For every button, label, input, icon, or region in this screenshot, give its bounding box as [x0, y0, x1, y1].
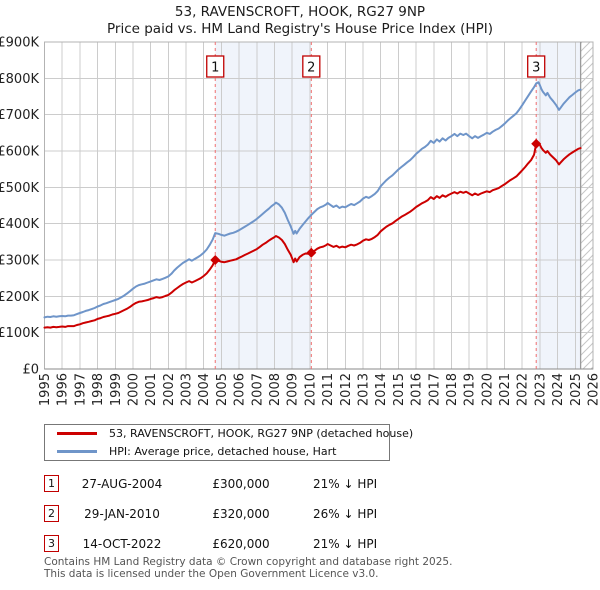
footer-line-1: Contains HM Land Registry data © Crown c… [44, 556, 453, 568]
x-tick-label: 2011 [321, 373, 336, 406]
legend-label: HPI: Average price, detached house, Hart [109, 445, 337, 458]
x-tick-label: 2015 [392, 373, 407, 406]
page-title: 53, RAVENSCROFT, HOOK, RG27 9NP [174, 4, 426, 20]
x-tick-label: 2017 [427, 373, 442, 406]
x-tick-label: 2014 [374, 373, 389, 406]
sale-number-badge: 1 [44, 475, 59, 492]
y-tick-label: £900K [0, 36, 39, 51]
ownership-shaded-band [536, 42, 581, 369]
chart-legend: 53, RAVENSCROFT, HOOK, RG27 9NP (detache… [44, 424, 413, 461]
x-tick-label: 2001 [144, 373, 159, 406]
y-tick-label: £0 [22, 363, 39, 378]
x-tick-label: 2024 [551, 373, 566, 406]
sale-hpi-diff: 26% ↓ HPI [313, 507, 378, 521]
x-tick-label: 2002 [162, 373, 177, 406]
x-tick-label: 2016 [410, 373, 425, 406]
sale-row: 3 14-OCT-2022 £620,000 21% ↓ HPI [44, 532, 404, 562]
sale-flag-label-1: 1 [211, 61, 219, 76]
ownership-shaded-band [215, 42, 312, 369]
sale-flag-label-3: 3 [532, 61, 540, 76]
x-tick-label: 2007 [250, 373, 265, 406]
sale-flag-1 [206, 55, 225, 78]
sale-flag-3 [527, 55, 546, 78]
footer-line-2: This data is licensed under the Open Gov… [44, 567, 379, 580]
sale-row: 2 29-JAN-2010 £320,000 26% ↓ HPI [44, 502, 404, 532]
legend-label: 53, RAVENSCROFT, HOOK, RG27 9NP (detache… [109, 427, 414, 440]
x-tick-label: 1995 [38, 373, 53, 406]
x-tick-label: 2022 [516, 373, 531, 406]
x-tick-label: 1996 [56, 373, 71, 406]
legend-line-swatch [57, 432, 97, 435]
x-tick-label: 2012 [339, 373, 354, 406]
sale-marker-2 [306, 247, 317, 258]
sale-marker-3 [531, 138, 542, 149]
y-tick-label: £800K [0, 72, 39, 87]
y-tick-label: £600K [0, 145, 39, 160]
future-hatch-region [580, 42, 593, 369]
legend-item: HPI: Average price, detached house, Hart [45, 444, 389, 459]
page-subtitle: Price paid vs. HM Land Registry's House … [107, 21, 493, 37]
x-tick-label: 2003 [180, 373, 195, 406]
x-tick-label: 2025 [569, 373, 584, 406]
y-tick-label: £400K [0, 217, 39, 232]
hpi-line [43, 81, 582, 319]
x-tick-label: 1998 [91, 373, 106, 406]
x-tick-label: 2008 [268, 373, 283, 406]
sale-price: £620,000 [212, 537, 270, 551]
x-tick-label: 2010 [303, 373, 318, 406]
price-paid-line [43, 141, 582, 329]
sale-flag-label-2: 2 [307, 61, 315, 76]
x-tick-label: 2019 [463, 373, 478, 406]
sales-table: 1 27-AUG-2004 £300,000 21% ↓ HPI 2 29-JAN-201… [44, 472, 404, 562]
sale-marker-1 [210, 255, 221, 265]
x-tick-label: 2004 [197, 373, 212, 406]
y-tick-label: £500K [0, 181, 39, 196]
sale-date: 29-JAN-2010 [84, 507, 160, 521]
sale-flag-2 [302, 55, 321, 78]
sale-date: 14-OCT-2022 [82, 537, 162, 551]
sale-date: 27-AUG-2004 [81, 477, 163, 491]
x-tick-label: 2013 [356, 373, 371, 406]
y-tick-label: £100K [0, 326, 39, 341]
sale-price: £320,000 [212, 507, 270, 521]
license-footer: Contains HM Land Registry data © Crown c… [44, 556, 584, 580]
x-tick-label: 2020 [480, 373, 495, 406]
x-tick-label: 2018 [445, 373, 460, 406]
sale-hpi-diff: 21% ↓ HPI [313, 477, 378, 491]
x-tick-label: 2026 [587, 373, 600, 406]
x-tick-label: 2023 [533, 373, 548, 406]
x-tick-label: 2005 [215, 373, 230, 406]
x-tick-label: 2006 [233, 373, 248, 406]
y-tick-label: £300K [0, 254, 39, 269]
x-tick-label: 2009 [286, 373, 301, 406]
sale-number-badge: 3 [44, 535, 59, 552]
plot-border [44, 41, 594, 370]
y-tick-label: £700K [0, 108, 39, 123]
x-tick-label: 2021 [498, 373, 513, 406]
y-tick-label: £200K [0, 290, 39, 305]
x-tick-label: 2000 [126, 373, 141, 406]
legend-item: 53, RAVENSCROFT, HOOK, RG27 9NP (detache… [45, 426, 413, 441]
price-chart: 1 2 3 £0 £100K £200K £300K £400K £500K £600K £700K… [0, 36, 600, 407]
legend-line-swatch [57, 450, 97, 453]
sale-price: £300,000 [212, 477, 270, 491]
sale-number-badge: 2 [44, 505, 59, 522]
x-tick-label: 1997 [73, 373, 88, 406]
x-tick-label: 1999 [109, 373, 124, 406]
sale-row: 1 27-AUG-2004 £300,000 21% ↓ HPI [44, 472, 404, 502]
sale-hpi-diff: 21% ↓ HPI [313, 537, 378, 551]
